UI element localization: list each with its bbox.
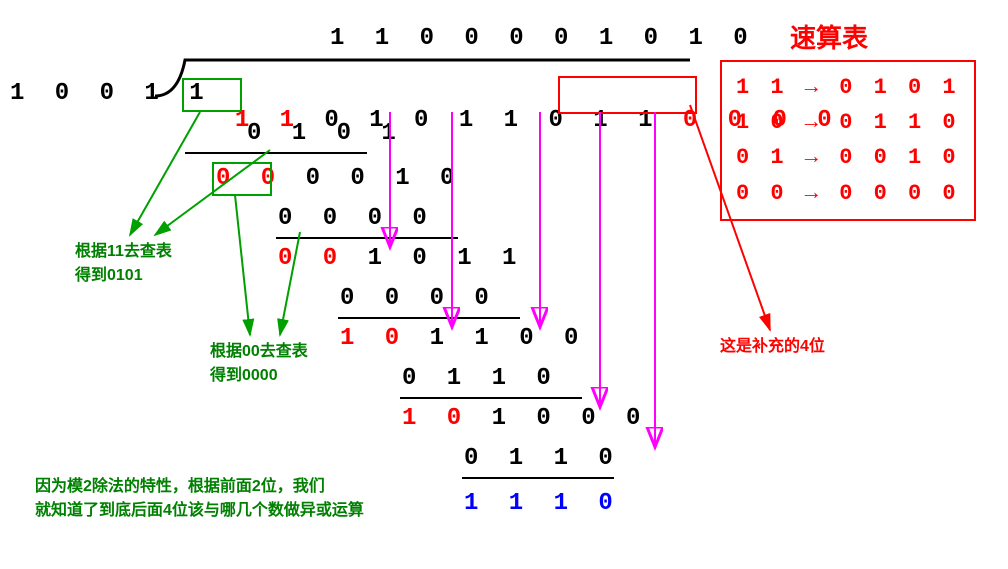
step-row: 0 1 1 0: [402, 365, 559, 392]
quotient-row: 1 1 0 0 0 0 1 0 1 0: [330, 25, 756, 52]
note-00: 根据00去查表 得到0000: [210, 340, 308, 388]
step-underline: [462, 477, 614, 479]
step-underline: [400, 397, 582, 399]
step-row: 1 0 1 1 0 0: [340, 325, 586, 352]
lookup-row: 1 0 → 0 1 1 0: [736, 105, 960, 140]
step-underline: [276, 237, 458, 239]
step-underline: [185, 152, 367, 154]
lookup-row: 0 1 → 0 0 1 0: [736, 140, 960, 175]
lookup-table: 1 1 → 0 1 0 1 1 0 → 0 1 1 0 0 1 → 0 0 1 …: [720, 60, 976, 221]
highlight-green-00: [212, 162, 272, 196]
lookup-row: 0 0 → 0 0 0 0: [736, 176, 960, 211]
step-row: 0 1 0 1: [247, 120, 404, 147]
step-row: 0 0 1 0 1 1: [278, 245, 524, 272]
step-row: 0 0 0 0: [278, 205, 435, 232]
note-11: 根据11去查表 得到0101: [75, 240, 172, 288]
step-underline: [338, 317, 520, 319]
note-bottom: 因为模2除法的特性，根据前面2位，我们 就知道了到底后面4位该与哪几个数做异或运…: [35, 475, 364, 523]
note-padding: 这是补充的4位: [720, 335, 825, 359]
step-row: 0 1 1 0: [464, 445, 621, 472]
arrow-green: [235, 195, 250, 335]
highlight-red-0000: [558, 76, 697, 114]
step-row: 1 0 1 0 0 0: [402, 405, 648, 432]
lookup-title: 速算表: [790, 18, 868, 55]
step-row: 0 0 0 0: [340, 285, 497, 312]
remainder-row: 1 1 1 0: [464, 490, 621, 517]
highlight-green-11: [182, 78, 242, 112]
lookup-row: 1 1 → 0 1 0 1: [736, 70, 960, 105]
